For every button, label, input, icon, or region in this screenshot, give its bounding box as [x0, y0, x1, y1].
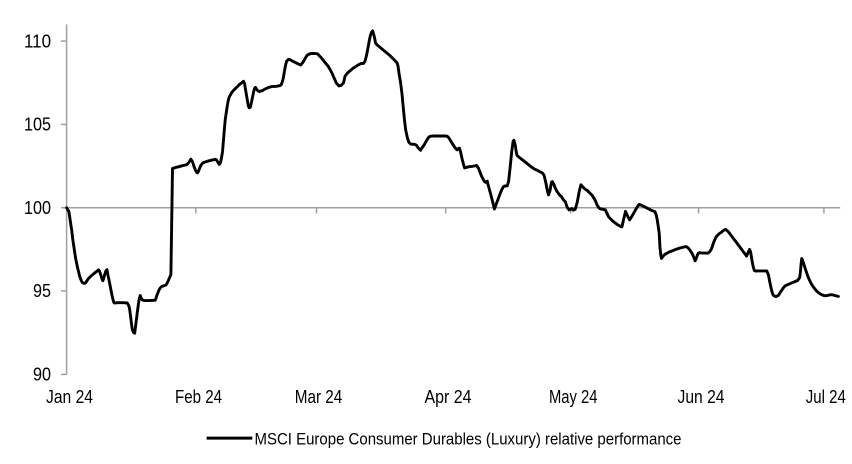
svg-text:May 24: May 24: [549, 386, 598, 407]
svg-text:90: 90: [33, 365, 51, 385]
svg-text:Jul 24: Jul 24: [806, 386, 846, 407]
svg-text:Mar 24: Mar 24: [295, 386, 343, 407]
svg-text:Jan 24: Jan 24: [46, 386, 93, 407]
svg-text:110: 110: [24, 31, 51, 51]
svg-text:Feb 24: Feb 24: [175, 386, 222, 407]
svg-text:Apr 24: Apr 24: [425, 386, 472, 407]
svg-text:105: 105: [24, 115, 51, 135]
svg-text:MSCI Europe Consumer Durables: MSCI Europe Consumer Durables (Luxury) r…: [255, 431, 682, 449]
svg-text:100: 100: [24, 198, 51, 218]
svg-text:95: 95: [33, 281, 51, 301]
svg-text:Jun 24: Jun 24: [678, 386, 725, 407]
